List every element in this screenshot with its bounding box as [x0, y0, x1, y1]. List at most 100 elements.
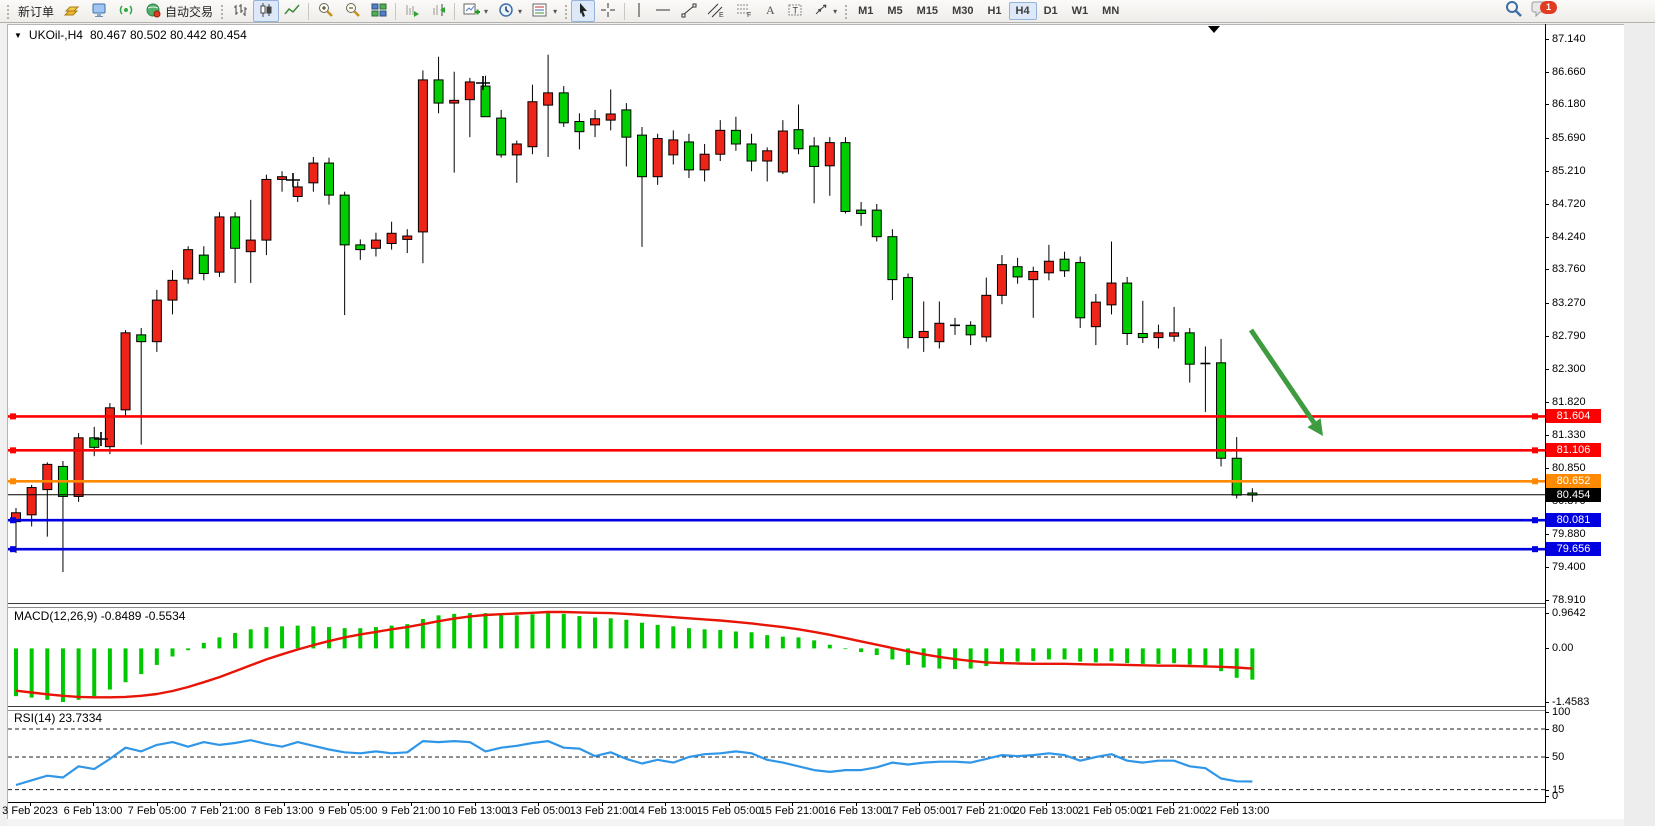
crosshair-icon — [600, 2, 616, 21]
panel-splitter[interactable] — [8, 706, 1545, 711]
rsi-axis-label: 100 — [1552, 706, 1571, 718]
text-button[interactable]: A — [758, 0, 782, 22]
new-order-button[interactable]: 新订单 — [13, 0, 59, 22]
price-axis-tick — [1545, 302, 1549, 304]
pivot-line-tag: 80.652 — [1546, 474, 1601, 489]
time-axis-tick — [602, 802, 603, 806]
toolbar-grip[interactable] — [6, 3, 10, 19]
panel-splitter[interactable] — [8, 603, 1545, 608]
time-axis-tick — [475, 802, 476, 806]
macd-indicator-panel[interactable] — [8, 607, 1545, 706]
horizontal-line-button[interactable] — [650, 0, 676, 22]
price-axis-tick — [1545, 104, 1549, 106]
zoom-out-button[interactable] — [339, 0, 366, 22]
auto-scroll-button[interactable] — [399, 0, 425, 22]
vertical-line-button[interactable] — [628, 0, 650, 22]
time-axis-label: 17 Feb 05:00 — [886, 805, 952, 817]
time-axis-label: 7 Feb 21:00 — [190, 805, 250, 817]
chevron-down-icon: ▾ — [484, 6, 489, 16]
timeframe-mn[interactable]: MN — [1102, 5, 1120, 17]
terminal-button[interactable] — [86, 0, 113, 22]
time-axis-tick — [856, 802, 857, 806]
trendline-button[interactable] — [676, 0, 702, 22]
candlestick-chart-button[interactable] — [253, 0, 280, 22]
time-axis-label: 21 Feb 21:00 — [1140, 805, 1206, 817]
label-icon: T — [787, 2, 803, 21]
time-axis-tick — [919, 802, 920, 806]
time-axis-label: 10 Feb 13:00 — [442, 805, 508, 817]
timeframe-w1[interactable]: W1 — [1071, 5, 1089, 17]
price-axis-tick — [1545, 170, 1549, 172]
toolbar-grip[interactable] — [844, 3, 849, 19]
new-order-label: 新订单 — [18, 4, 55, 19]
templates-button[interactable]: ▾ — [527, 0, 562, 22]
timeframe-clock-button[interactable]: ▾ — [493, 0, 527, 22]
macd-axis-tick — [1545, 701, 1549, 703]
time-axis-label: 9 Feb 05:00 — [318, 805, 378, 817]
time-axis-tick — [729, 802, 730, 806]
chevron-down-icon: ▾ — [518, 6, 523, 16]
search-icon[interactable] — [1505, 0, 1523, 23]
time-axis-tick — [1237, 802, 1238, 806]
toolbar-separator — [395, 2, 397, 20]
time-axis-label: 22 Feb 13:00 — [1204, 805, 1270, 817]
notification-badge[interactable]: 1 — [1540, 1, 1557, 14]
new-chart-button[interactable]: ▾ — [458, 0, 493, 22]
time-axis-tick — [93, 802, 94, 806]
chart-shift-button[interactable] — [425, 0, 451, 22]
auto-trading-button[interactable]: 自动交易 — [140, 0, 218, 22]
label-button[interactable]: T — [782, 0, 808, 22]
price-axis-label: 78.910 — [1552, 594, 1586, 607]
auto-trading-label: 自动交易 — [165, 4, 214, 19]
macd-name: MACD(12,26,9) — [14, 609, 98, 623]
time-axis-label: 3 Feb 2023 — [2, 805, 58, 817]
price-axis-label: 80.850 — [1552, 461, 1586, 474]
vertical-line-icon — [633, 2, 645, 21]
toolbar-separator — [454, 2, 456, 20]
zoom-in-icon — [317, 2, 334, 21]
shapes-icon — [813, 2, 829, 21]
price-axis-border — [1545, 24, 1546, 803]
price-axis-tick — [1545, 533, 1549, 535]
fibonacci-button[interactable]: F — [730, 0, 758, 22]
price-axis-label: 82.790 — [1552, 329, 1586, 342]
timeframe-h1[interactable]: H1 — [987, 5, 1002, 17]
timeframe-m30[interactable]: M30 — [952, 5, 974, 17]
rsi-indicator-panel[interactable] — [8, 709, 1545, 802]
new-chart-icon — [463, 2, 481, 21]
chart-dropdown-icon[interactable]: ▼ — [14, 30, 22, 40]
tile-windows-icon — [371, 2, 387, 21]
cursor-icon — [576, 2, 590, 21]
time-axis-label: 15 Feb 05:00 — [696, 805, 762, 817]
gold-button[interactable] — [59, 0, 86, 22]
time-axis-tick — [792, 802, 793, 806]
timeframe-h4[interactable]: H4 — [1008, 2, 1037, 20]
toolbar-grip[interactable] — [564, 3, 569, 19]
macd-axis-tick — [1545, 648, 1549, 650]
current-price-line-tag: 80.454 — [1546, 487, 1601, 502]
shapes-button[interactable]: ▾ — [808, 0, 842, 22]
price-axis-label: 83.760 — [1552, 263, 1586, 276]
time-axis-tick — [1173, 802, 1174, 806]
tile-windows-button[interactable] — [366, 0, 392, 22]
toolbar-grip[interactable] — [220, 3, 225, 19]
signals-button[interactable] — [113, 0, 140, 22]
price-axis-tick — [1545, 71, 1549, 73]
timeframe-m5[interactable]: M5 — [887, 5, 903, 17]
price-axis-tick — [1545, 368, 1549, 370]
time-axis-tick — [220, 802, 221, 806]
price-axis-tick — [1545, 39, 1549, 40]
main-price-chart[interactable] — [8, 24, 1545, 604]
line-chart-button[interactable] — [279, 0, 305, 22]
bar-chart-button[interactable] — [227, 0, 253, 22]
timeframe-m1[interactable]: M1 — [858, 5, 874, 17]
timeframe-toolbar: M1 M5 M15 M30 H1 H4 D1 W1 MN — [851, 2, 1126, 20]
timeframe-d1[interactable]: D1 — [1043, 5, 1058, 17]
channel-button[interactable]: E — [702, 0, 730, 22]
timeframe-m15[interactable]: M15 — [916, 5, 939, 17]
crosshair-button[interactable] — [595, 0, 621, 22]
cursor-button[interactable] — [571, 0, 596, 22]
time-axis-label: 20 Feb 13:00 — [1013, 805, 1079, 817]
zoom-in-button[interactable] — [312, 0, 339, 22]
